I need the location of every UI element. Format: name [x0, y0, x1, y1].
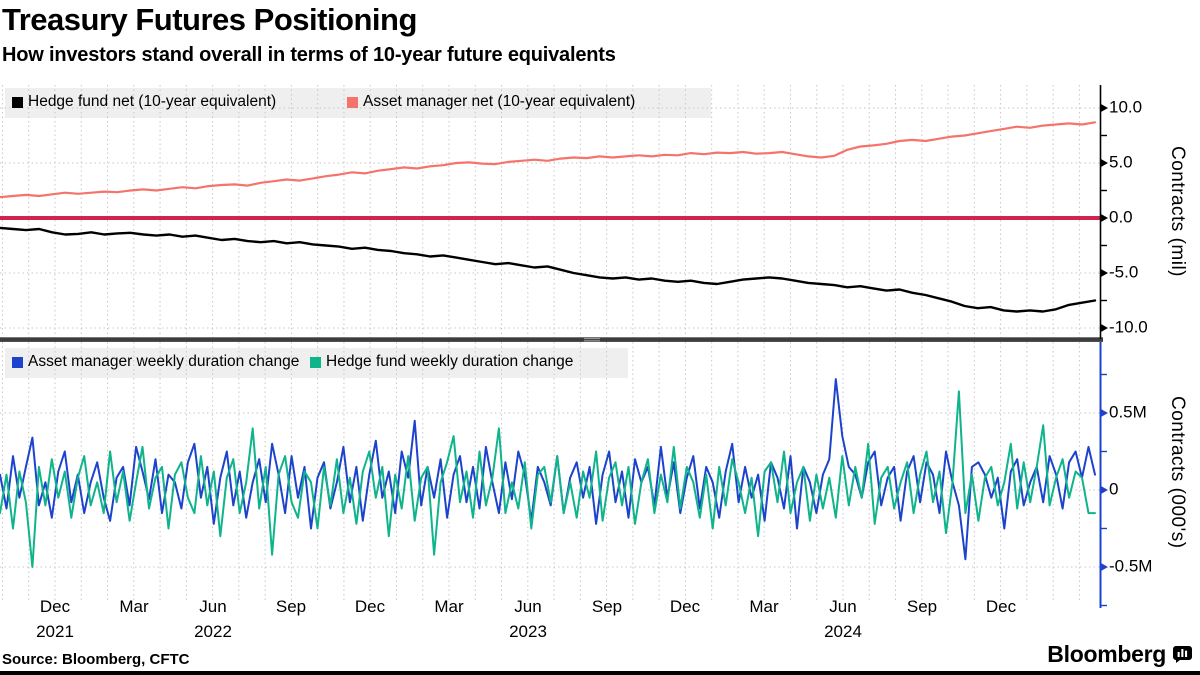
x-tick-label: Sep	[591, 597, 623, 616]
top-y-axis-title: Contracts (mil)	[1167, 145, 1188, 277]
y-tick-label: -10.0	[1109, 317, 1148, 337]
legend-item-asset-manager-net[interactable]: Asset manager net (10-year equivalent)	[347, 93, 635, 111]
legend-label: Hedge fund weekly duration change	[326, 353, 574, 370]
asset-manager-weekly-swatch	[12, 356, 23, 368]
bottom-y-axis-title: Contracts (000's)	[1167, 395, 1188, 549]
gridlines	[0, 85, 1108, 607]
x-tick-label: Dec	[669, 597, 701, 616]
x-tick-label: Mar	[119, 597, 149, 616]
legend-item-hedge-fund-weekly[interactable]: Hedge fund weekly duration change	[310, 353, 573, 371]
source-credit: Source: Bloomberg, CFTC	[2, 651, 190, 668]
y-tick-label: -5.0	[1109, 262, 1139, 282]
y-tick-label: 0.5M	[1109, 402, 1147, 422]
legend-label: Asset manager weekly duration change	[28, 353, 300, 370]
x-tick-label: Dec	[985, 597, 1017, 616]
x-tick-label: Mar	[434, 597, 464, 616]
x-tick-label: Sep	[906, 597, 938, 616]
bloomberg-wordmark: Bloomberg	[1047, 641, 1166, 667]
y-tick-label: 0	[1109, 479, 1119, 499]
y-tick-label: 0.0	[1109, 207, 1133, 227]
y-tick-label: 5.0	[1109, 152, 1133, 172]
x-tick-label: Jun	[829, 597, 857, 616]
legend-item-hedge-fund-net[interactable]: Hedge fund net (10-year equivalent)	[12, 93, 276, 111]
year-label: 2021	[36, 622, 74, 641]
y-tick-label: -0.5M	[1109, 556, 1153, 576]
x-tick-label: Jun	[199, 597, 227, 616]
x-tick-label: Mar	[749, 597, 779, 616]
page-subtitle: How investors stand overall in terms of …	[2, 44, 616, 66]
x-tick-label: Dec	[39, 597, 71, 616]
year-label: 2022	[194, 622, 232, 641]
year-label: 2023	[509, 622, 547, 641]
x-tick-label: Dec	[354, 597, 386, 616]
panel-divider[interactable]	[0, 337, 1103, 342]
legend-label: Asset manager net (10-year equivalent)	[363, 93, 636, 110]
y-tick-label: 10.0	[1109, 97, 1143, 117]
page-title: Treasury Futures Positioning	[2, 2, 417, 37]
hedge-fund-net-swatch	[12, 96, 23, 108]
series-line	[0, 378, 1096, 561]
x-tick-label: Sep	[275, 597, 307, 616]
bloomberg-logo: Bloomberg	[1047, 641, 1192, 668]
series-line	[0, 390, 1096, 568]
series-line	[0, 121, 1097, 199]
year-label: 2024	[824, 622, 862, 641]
bottom-border-bar	[0, 671, 1200, 675]
legend-label: Hedge fund net (10-year equivalent)	[28, 93, 277, 110]
legend-item-asset-manager-weekly[interactable]: Asset manager weekly duration change	[12, 353, 299, 371]
x-tick-label: Jun	[514, 597, 542, 616]
bloomberg-logo-icon	[1173, 646, 1192, 663]
series-line	[0, 226, 1097, 313]
hedge-fund-weekly-swatch	[310, 356, 321, 368]
asset-manager-net-swatch	[347, 96, 358, 108]
top-panel-legend-band	[5, 88, 711, 118]
